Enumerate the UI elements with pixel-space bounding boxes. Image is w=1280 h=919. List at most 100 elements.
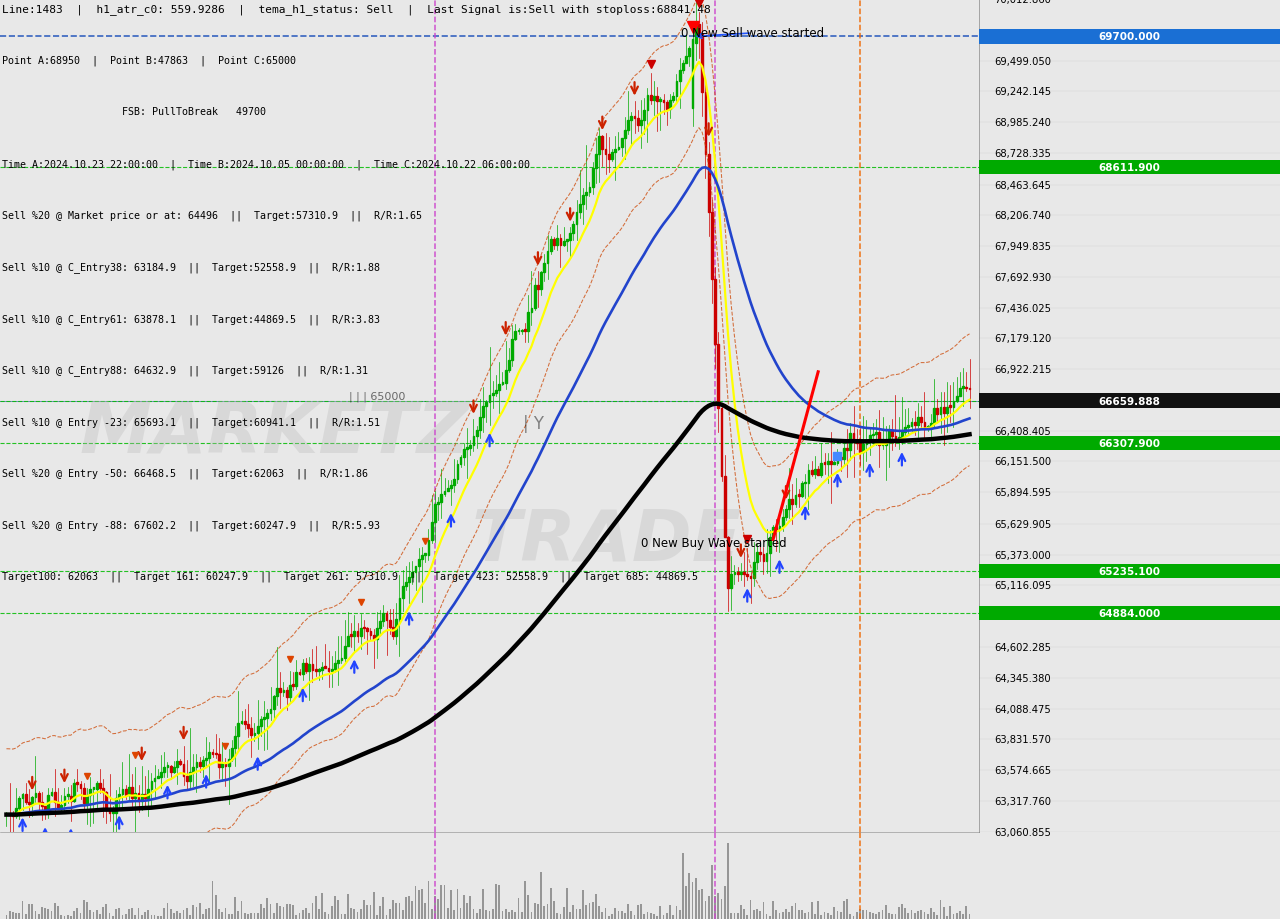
Bar <box>924 422 925 429</box>
Bar <box>498 885 500 919</box>
Bar <box>179 913 182 919</box>
Bar <box>872 434 874 436</box>
Bar <box>746 915 749 919</box>
Bar <box>769 538 771 553</box>
Bar <box>570 912 571 919</box>
Bar <box>678 71 681 82</box>
Bar <box>515 912 516 919</box>
Bar <box>247 724 248 728</box>
Bar <box>627 120 628 130</box>
Bar <box>476 913 477 919</box>
Bar <box>64 797 65 805</box>
Bar <box>788 912 790 919</box>
Bar <box>234 736 236 748</box>
Bar <box>550 888 552 919</box>
Bar <box>179 761 182 765</box>
Text: 65235.100: 65235.100 <box>1098 567 1161 576</box>
Bar <box>398 598 401 619</box>
Bar <box>444 492 445 494</box>
Bar <box>698 26 700 35</box>
Bar <box>273 696 275 709</box>
Bar <box>515 332 516 340</box>
Bar <box>118 908 120 919</box>
Bar <box>831 915 832 919</box>
Bar <box>710 865 713 919</box>
Text: Point A:68950  |  Point B:47863  |  Point C:65000: Point A:68950 | Point B:47863 | Point C:… <box>3 56 296 66</box>
Bar <box>804 913 806 919</box>
Text: 66,408.405: 66,408.405 <box>995 426 1051 437</box>
Bar <box>598 906 600 919</box>
Bar <box>257 913 259 919</box>
Bar <box>253 913 255 919</box>
Bar <box>627 904 628 919</box>
Bar <box>772 902 774 919</box>
Bar <box>218 909 220 919</box>
Bar <box>67 915 69 919</box>
Bar <box>553 240 556 245</box>
Bar <box>58 906 59 919</box>
Bar <box>86 796 88 802</box>
Bar <box>910 423 913 426</box>
Bar <box>109 809 110 813</box>
Bar <box>508 360 509 370</box>
Text: 69,242.145: 69,242.145 <box>995 87 1051 97</box>
Bar <box>276 688 278 696</box>
Bar <box>296 914 297 919</box>
Bar <box>544 263 545 273</box>
Bar <box>859 909 861 919</box>
Bar <box>566 889 568 919</box>
Bar <box>289 904 291 919</box>
Bar <box>756 552 758 562</box>
Bar <box>483 890 484 919</box>
Bar <box>22 901 23 919</box>
Bar <box>321 892 323 919</box>
Bar <box>644 111 645 120</box>
Bar <box>695 26 696 43</box>
Bar <box>196 763 197 767</box>
Bar <box>67 795 69 797</box>
Bar <box>704 902 707 919</box>
Bar <box>221 912 223 919</box>
Bar <box>428 540 429 555</box>
Bar <box>731 913 732 919</box>
FancyBboxPatch shape <box>979 607 1280 620</box>
Bar <box>508 912 509 919</box>
Bar <box>538 286 539 289</box>
Bar <box>296 673 297 686</box>
Bar <box>389 909 390 919</box>
Bar <box>192 767 195 773</box>
Bar <box>438 899 439 919</box>
Bar <box>924 912 925 919</box>
Bar <box>708 896 709 919</box>
Bar <box>364 901 365 919</box>
Bar <box>852 434 855 440</box>
Bar <box>634 915 635 919</box>
Bar <box>833 463 835 465</box>
Bar <box>351 634 352 636</box>
Bar <box>160 916 163 919</box>
Bar <box>157 916 159 919</box>
Bar <box>31 798 33 804</box>
Bar <box>224 908 227 919</box>
Bar <box>810 902 813 919</box>
Bar <box>888 431 890 443</box>
Bar <box>404 582 407 586</box>
Bar <box>952 402 955 407</box>
Bar <box>810 471 813 474</box>
Text: Line:1483  |  h1_atr_c0: 559.9286  |  tema_h1_status: Sell  |  Last Signal is:Se: Line:1483 | h1_atr_c0: 559.9286 | tema_h… <box>3 5 710 15</box>
Bar <box>604 908 607 919</box>
Bar <box>383 614 384 621</box>
Bar <box>579 909 581 919</box>
Bar <box>466 903 468 919</box>
Text: 65,629.905: 65,629.905 <box>995 519 1051 529</box>
Bar <box>489 912 490 919</box>
Bar <box>524 880 526 919</box>
Bar <box>746 574 749 576</box>
Bar <box>846 448 849 450</box>
Bar <box>540 872 541 919</box>
Bar <box>279 688 282 693</box>
Bar <box>916 418 919 425</box>
Bar <box>334 896 335 919</box>
Bar <box>170 910 172 919</box>
Bar <box>710 213 713 279</box>
